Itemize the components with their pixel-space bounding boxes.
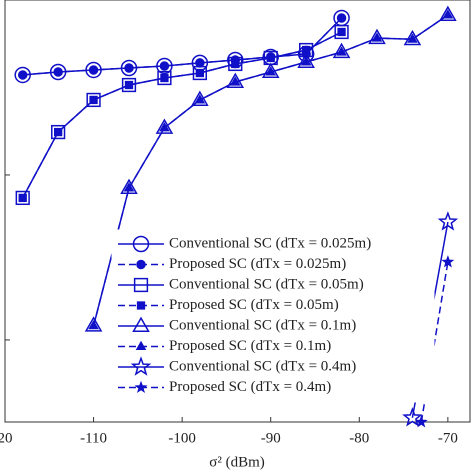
legend-label: Conventional SC (dTx = 0.05m) bbox=[169, 276, 364, 292]
legend-marker bbox=[136, 301, 146, 310]
marker bbox=[17, 70, 28, 80]
marker bbox=[402, 407, 423, 427]
marker bbox=[337, 27, 346, 37]
series-line bbox=[22, 17, 343, 76]
marker bbox=[192, 65, 207, 81]
marker bbox=[407, 33, 418, 43]
marker bbox=[159, 61, 170, 71]
marker bbox=[195, 58, 205, 68]
marker bbox=[14, 66, 31, 84]
x-tick-label: -100 bbox=[168, 430, 196, 446]
marker bbox=[191, 90, 209, 106]
marker bbox=[229, 76, 241, 86]
marker bbox=[18, 193, 27, 203]
marker bbox=[121, 77, 137, 93]
legend-label: Conventional SC (dTx = 0.1m) bbox=[169, 317, 356, 333]
x-tick-label: 20 bbox=[0, 430, 13, 446]
marker bbox=[51, 124, 66, 140]
marker bbox=[157, 70, 172, 86]
legend-label: Proposed SC (dTx = 0.025m) bbox=[169, 256, 346, 272]
legend-label: Proposed SC (dTx = 0.05m) bbox=[169, 297, 339, 313]
marker bbox=[403, 29, 422, 46]
marker bbox=[336, 46, 347, 56]
x-tick-label: -90 bbox=[261, 430, 281, 446]
marker bbox=[228, 56, 243, 72]
marker bbox=[84, 316, 103, 332]
series-line bbox=[22, 17, 343, 76]
marker bbox=[265, 66, 277, 76]
x-axis-label: σ² (dBm) bbox=[209, 454, 265, 470]
marker bbox=[88, 319, 99, 330]
marker bbox=[89, 95, 98, 105]
marker bbox=[194, 94, 206, 104]
legend-marker bbox=[134, 380, 148, 393]
marker bbox=[266, 53, 275, 63]
marker bbox=[414, 415, 428, 428]
marker bbox=[88, 65, 99, 75]
legend-box bbox=[111, 229, 435, 403]
series-line bbox=[22, 31, 342, 199]
marker bbox=[441, 255, 455, 268]
marker bbox=[231, 59, 240, 69]
marker bbox=[124, 80, 134, 90]
marker bbox=[159, 122, 170, 132]
legend-marker bbox=[135, 340, 147, 351]
legend-marker bbox=[132, 235, 150, 253]
legend-marker bbox=[133, 277, 149, 293]
marker bbox=[155, 118, 174, 134]
marker bbox=[261, 62, 280, 78]
marker bbox=[53, 67, 63, 77]
marker bbox=[86, 92, 101, 108]
marker bbox=[300, 56, 312, 66]
marker bbox=[368, 28, 386, 45]
marker bbox=[124, 63, 134, 73]
marker bbox=[15, 190, 30, 206]
x-tick-label: -110 bbox=[80, 430, 107, 446]
x-tick-label: -80 bbox=[349, 430, 369, 446]
legend-label: Proposed SC (dTx = 0.1m) bbox=[169, 338, 331, 354]
marker bbox=[334, 24, 349, 40]
marker bbox=[437, 211, 459, 231]
marker bbox=[160, 73, 169, 83]
series-line bbox=[22, 31, 342, 199]
marker bbox=[195, 68, 205, 78]
legend-marker bbox=[132, 316, 150, 332]
marker bbox=[53, 127, 63, 137]
x-tick-label: -70 bbox=[438, 430, 458, 446]
marker bbox=[301, 45, 311, 55]
marker bbox=[439, 5, 457, 21]
marker bbox=[336, 13, 347, 23]
marker bbox=[371, 32, 383, 42]
marker bbox=[120, 178, 138, 194]
marker bbox=[123, 182, 135, 192]
plot-frame bbox=[4, 0, 471, 423]
legend-label: Conventional SC (dTx = 0.4m) bbox=[169, 358, 356, 374]
legend-marker bbox=[130, 356, 152, 376]
legend-label: Proposed SC (dTx = 0.4m) bbox=[169, 379, 331, 395]
marker bbox=[442, 9, 454, 19]
legend-marker bbox=[136, 259, 146, 270]
legend-label: Conventional SC (dTx = 0.025m) bbox=[169, 235, 371, 251]
